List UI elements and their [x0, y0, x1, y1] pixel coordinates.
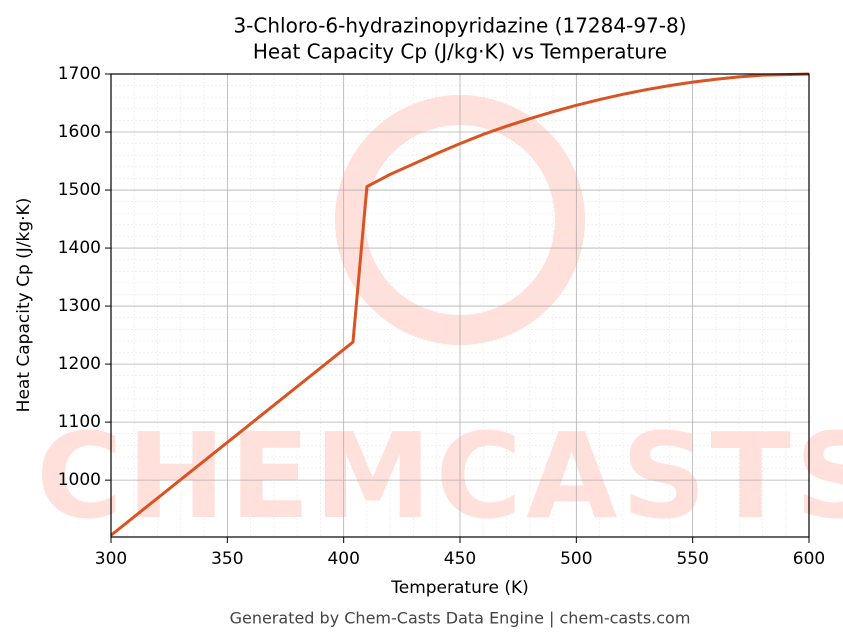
x-tick-label: 550: [676, 549, 708, 569]
y-tick-label: 1700: [58, 64, 101, 84]
y-tick-label: 1100: [58, 412, 101, 432]
y-tick-label: 1600: [58, 122, 101, 142]
y-tick-label: 1000: [58, 470, 101, 490]
x-tick-label: 450: [444, 549, 476, 569]
x-tick-label: 350: [211, 549, 243, 569]
chart-title: 3-Chloro-6-hydrazinopyridazine (17284-97…: [233, 14, 686, 38]
y-tick-label: 1200: [58, 354, 101, 374]
x-axis-label: Temperature (K): [390, 578, 529, 598]
y-axis-label: Heat Capacity Cp (J/kg·K): [14, 198, 34, 413]
x-tick-label: 400: [327, 549, 359, 569]
chart-subtitle: Heat Capacity Cp (J/kg·K) vs Temperature: [253, 40, 667, 64]
plot-frame: [110, 73, 810, 538]
x-tick-label: 300: [95, 549, 127, 569]
watermark: CHEMCASTS: [36, 407, 843, 545]
y-tick-label: 1300: [58, 296, 101, 316]
x-tick-label: 500: [560, 549, 592, 569]
footer: Generated by Chem-Casts Data Engine | ch…: [230, 609, 691, 628]
x-tick-label: 600: [793, 549, 825, 569]
y-tick-label: 1400: [58, 238, 101, 258]
data-line: [110, 72, 810, 537]
y-tick-label: 1500: [58, 180, 101, 200]
